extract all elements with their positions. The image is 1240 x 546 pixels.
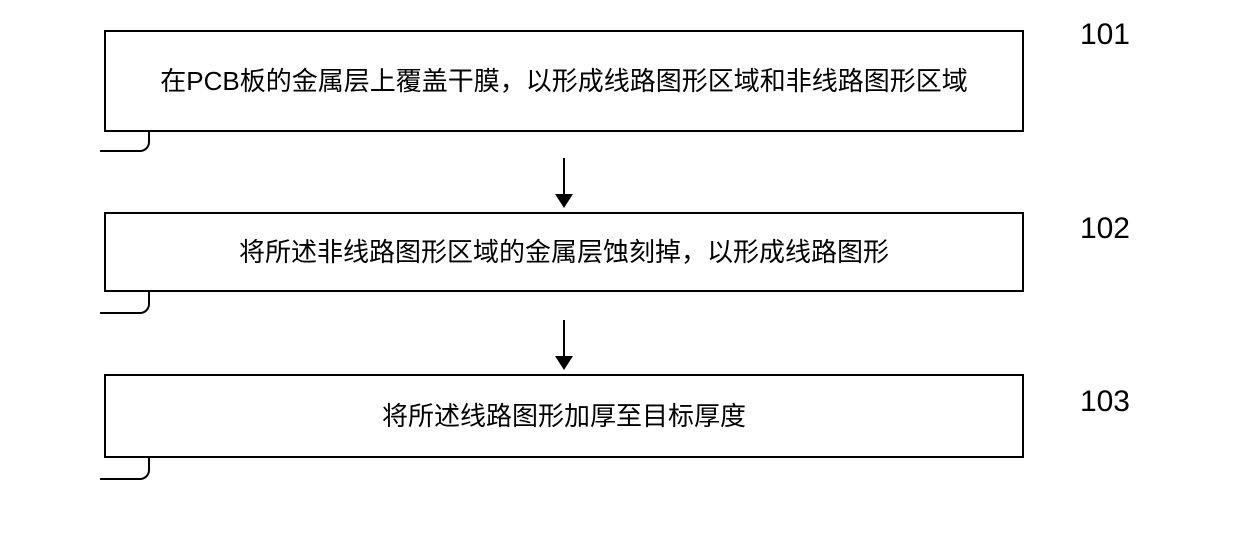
step-text-3: 将所述线路图形加厚至目标厚度 [382,397,746,436]
arrow-down-icon [563,158,565,206]
step-box-2: 将所述非线路图形区域的金属层蚀刻掉，以形成线路图形 [104,212,1024,292]
arrow-down-icon [563,320,565,368]
step-text-2: 将所述非线路图形区域的金属层蚀刻掉，以形成线路图形 [239,233,889,272]
step-box-1: 在PCB板的金属层上覆盖干膜，以形成线路图形区域和非线路图形区域 [104,30,1024,132]
arrow-container-1 [104,152,1024,212]
arrow-container-2 [104,314,1024,374]
connector-line-1 [100,132,150,152]
step-label-3: 103 [1080,385,1130,419]
flowchart-diagram: 在PCB板的金属层上覆盖干膜，以形成线路图形区域和非线路图形区域 101 将所述… [0,0,1240,546]
step-label-2: 102 [1080,212,1130,246]
connector-line-2 [100,292,150,314]
connector-line-3 [100,458,150,480]
step-text-1: 在PCB板的金属层上覆盖干膜，以形成线路图形区域和非线路图形区域 [160,62,967,101]
step-label-1: 101 [1080,18,1130,52]
step-box-3: 将所述线路图形加厚至目标厚度 [104,374,1024,458]
